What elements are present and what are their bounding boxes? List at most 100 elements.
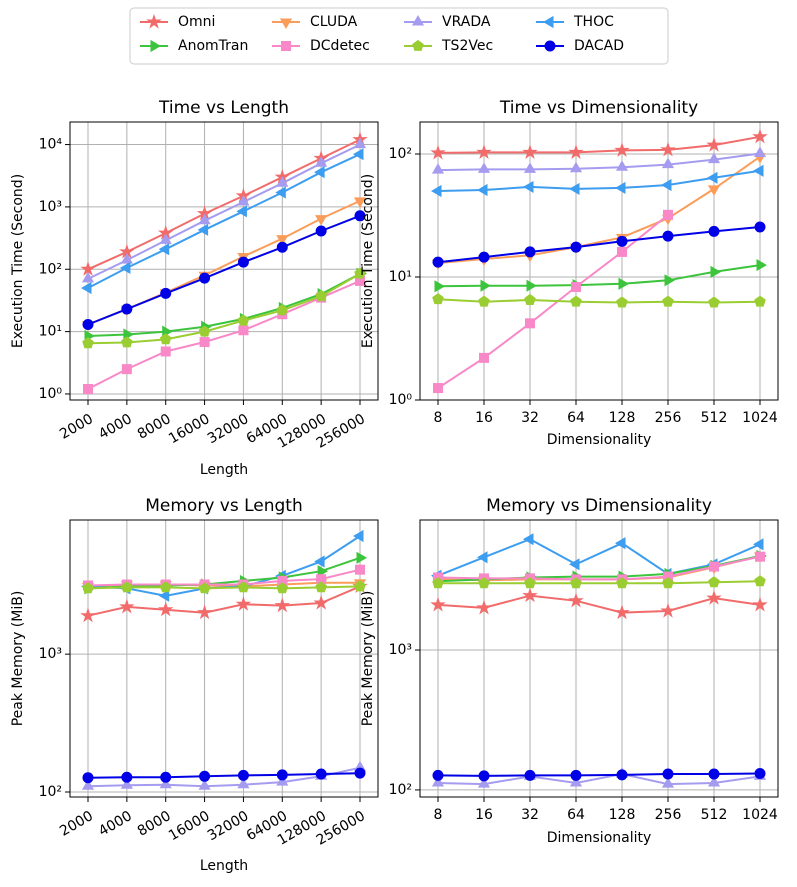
y-tick-label: 10¹ (39, 324, 62, 340)
marker (315, 215, 328, 226)
marker (477, 162, 491, 173)
y-tick-label: 10² (39, 261, 62, 277)
marker (274, 597, 291, 613)
marker (81, 779, 95, 790)
x-tick-label: 512 (701, 807, 728, 823)
y-axis-label: Execution Time (Second) (10, 174, 26, 348)
marker (119, 598, 135, 614)
x-tick-label: 1024 (742, 410, 778, 426)
marker (707, 776, 721, 787)
series-line (87, 138, 361, 271)
y-tick-label: 10⁰ (389, 392, 413, 408)
marker (237, 195, 250, 206)
marker (523, 162, 537, 173)
marker (354, 267, 366, 279)
marker (524, 769, 536, 781)
y-tick-label: 10³ (39, 199, 62, 215)
marker (662, 768, 674, 780)
chart-title: Memory vs Dimensionality (486, 496, 712, 516)
x-tick-label: 2000 (57, 411, 96, 443)
marker (570, 241, 582, 253)
marker (353, 197, 367, 208)
marker (522, 587, 538, 603)
x-axis-label: Length (200, 858, 248, 874)
marker (315, 768, 327, 780)
marker (660, 602, 676, 618)
x-tick-label: 16000 (166, 808, 213, 844)
marker (159, 233, 172, 244)
series-line (87, 272, 361, 345)
marker (570, 295, 582, 307)
marker (524, 293, 536, 305)
x-tick-label: 32 (521, 807, 539, 823)
marker (121, 581, 133, 593)
marker (275, 186, 286, 199)
marker (237, 777, 250, 789)
marker (158, 243, 170, 256)
marker (524, 577, 536, 589)
marker (198, 779, 211, 790)
marker (81, 281, 92, 295)
series-line (437, 538, 761, 577)
marker (568, 592, 584, 608)
marker (526, 279, 537, 292)
marker (356, 551, 367, 564)
marker (617, 246, 627, 257)
y-tick-label: 10² (389, 782, 412, 798)
marker (753, 146, 767, 157)
marker (569, 161, 583, 173)
x-tick-label: 64 (567, 807, 585, 823)
marker (80, 261, 96, 276)
x-tick-label: 2000 (57, 808, 96, 840)
series-line (87, 772, 361, 779)
marker (276, 582, 289, 594)
legend-label: Omni (178, 14, 215, 30)
marker (707, 171, 718, 184)
marker (157, 601, 174, 617)
marker (237, 769, 249, 781)
legend-label: DCdetec (310, 38, 370, 54)
x-tick-label: 8 (434, 807, 443, 823)
marker (615, 537, 626, 550)
series-line (437, 772, 761, 777)
marker (353, 137, 367, 149)
chart-title: Time vs Dimensionality (499, 98, 698, 118)
marker (159, 777, 172, 789)
marker (160, 771, 172, 783)
x-axis-label: Length (200, 462, 248, 478)
series-line (437, 226, 761, 264)
y-tick-label: 10⁰ (39, 386, 63, 402)
marker (235, 596, 252, 611)
marker (710, 265, 721, 278)
marker (661, 777, 675, 788)
marker (121, 336, 133, 348)
marker (82, 337, 94, 349)
marker (430, 596, 446, 612)
legend-marker (411, 15, 425, 26)
marker (432, 577, 444, 589)
x-tick-label: 256 (655, 410, 682, 426)
x-tick-label: 64 (567, 410, 585, 426)
marker (752, 128, 768, 144)
marker (615, 160, 629, 171)
marker (119, 261, 131, 274)
x-axis-label: Dimensionality (547, 432, 652, 448)
marker (752, 596, 768, 612)
marker (237, 581, 250, 593)
marker (196, 604, 213, 620)
marker (614, 142, 630, 157)
marker (160, 287, 172, 299)
marker (709, 561, 719, 572)
series-line (437, 555, 761, 581)
series-line (87, 153, 361, 289)
x-tick-label: 16 (475, 410, 493, 426)
marker (431, 776, 445, 787)
series-line (87, 766, 361, 788)
marker (663, 209, 673, 220)
marker (708, 296, 720, 308)
marker (313, 594, 329, 610)
series-line (87, 568, 361, 587)
x-axis-label: Dimensionality (547, 830, 652, 846)
marker (570, 577, 582, 589)
legend-label: VRADA (442, 14, 491, 30)
